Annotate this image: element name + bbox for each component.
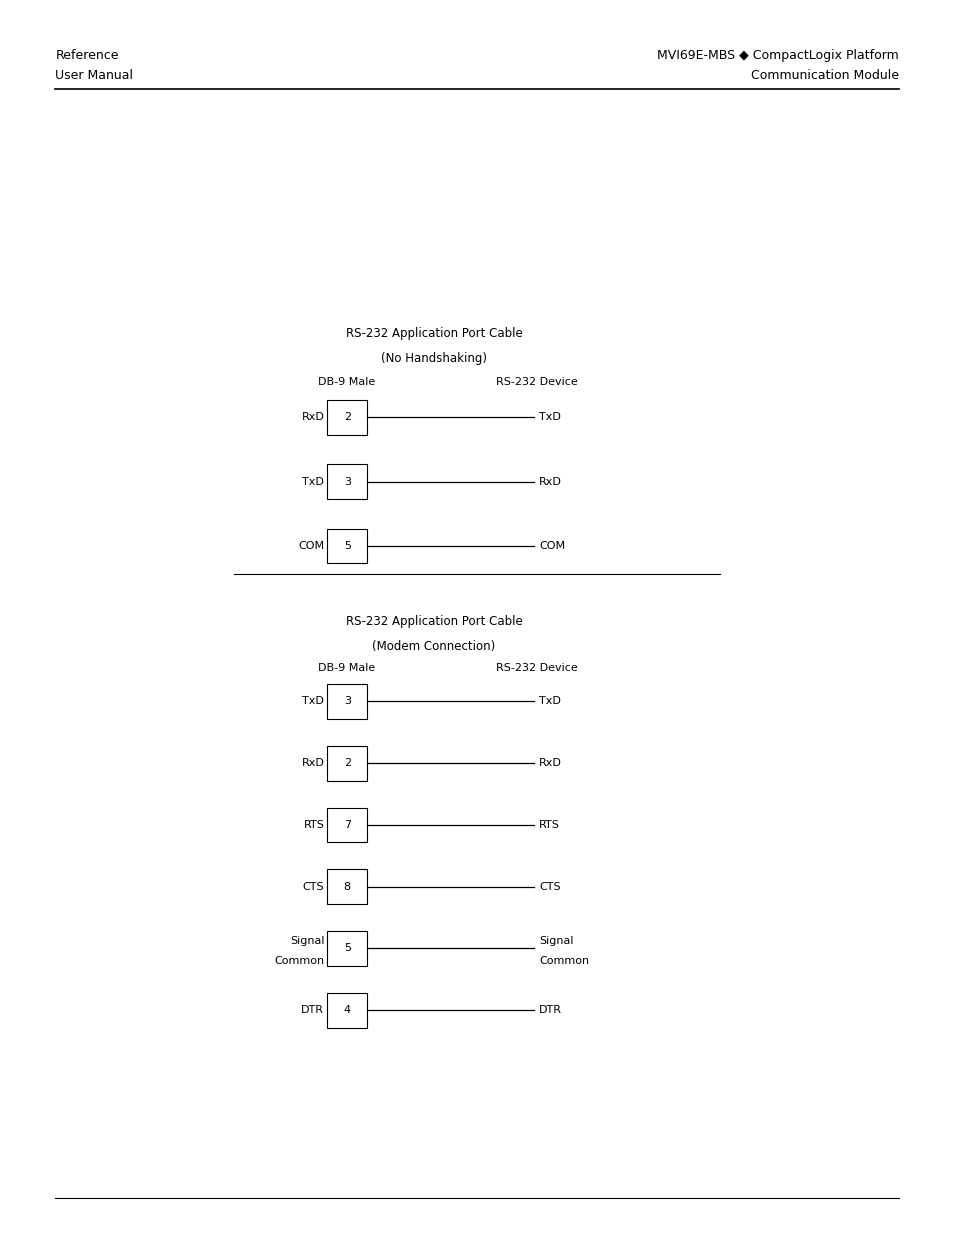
Text: RS-232 Device: RS-232 Device xyxy=(496,377,578,387)
FancyBboxPatch shape xyxy=(327,808,367,842)
Text: RTS: RTS xyxy=(303,820,324,830)
Text: CTS: CTS xyxy=(538,882,560,892)
Text: Reference: Reference xyxy=(55,49,119,63)
FancyBboxPatch shape xyxy=(327,746,367,781)
Text: DB-9 Male: DB-9 Male xyxy=(317,663,375,673)
Text: RxD: RxD xyxy=(301,412,324,422)
FancyBboxPatch shape xyxy=(327,684,367,719)
FancyBboxPatch shape xyxy=(327,464,367,499)
Text: RxD: RxD xyxy=(538,477,561,487)
Text: 4: 4 xyxy=(343,1005,351,1015)
Text: 3: 3 xyxy=(343,477,351,487)
Text: RxD: RxD xyxy=(538,758,561,768)
Text: TxD: TxD xyxy=(538,412,560,422)
Text: 3: 3 xyxy=(343,697,351,706)
Text: TxD: TxD xyxy=(302,477,324,487)
Text: User Manual: User Manual xyxy=(55,69,133,83)
Text: TxD: TxD xyxy=(302,697,324,706)
FancyBboxPatch shape xyxy=(327,529,367,563)
Text: DTR: DTR xyxy=(301,1005,324,1015)
Text: Common: Common xyxy=(538,956,589,966)
Text: RS-232 Application Port Cable: RS-232 Application Port Cable xyxy=(345,327,522,341)
Text: DTR: DTR xyxy=(538,1005,561,1015)
Text: RxD: RxD xyxy=(301,758,324,768)
Text: DB-9 Male: DB-9 Male xyxy=(317,377,375,387)
Text: 2: 2 xyxy=(343,412,351,422)
Text: 2: 2 xyxy=(343,758,351,768)
Text: 5: 5 xyxy=(343,944,351,953)
FancyBboxPatch shape xyxy=(327,400,367,435)
Text: (No Handshaking): (No Handshaking) xyxy=(380,352,487,366)
Text: 5: 5 xyxy=(343,541,351,551)
Text: COM: COM xyxy=(298,541,324,551)
Text: Communication Module: Communication Module xyxy=(750,69,898,83)
Text: COM: COM xyxy=(538,541,564,551)
Text: CTS: CTS xyxy=(302,882,324,892)
Text: Signal: Signal xyxy=(538,936,573,946)
Text: RS-232 Device: RS-232 Device xyxy=(496,663,578,673)
Text: Signal: Signal xyxy=(290,936,324,946)
Text: 8: 8 xyxy=(343,882,351,892)
Text: TxD: TxD xyxy=(538,697,560,706)
Text: RTS: RTS xyxy=(538,820,559,830)
FancyBboxPatch shape xyxy=(327,931,367,966)
FancyBboxPatch shape xyxy=(327,993,367,1028)
Text: MVI69E-MBS ◆ CompactLogix Platform: MVI69E-MBS ◆ CompactLogix Platform xyxy=(657,49,898,63)
Text: (Modem Connection): (Modem Connection) xyxy=(372,640,496,653)
FancyBboxPatch shape xyxy=(327,869,367,904)
Text: Common: Common xyxy=(274,956,324,966)
Text: 7: 7 xyxy=(343,820,351,830)
Text: RS-232 Application Port Cable: RS-232 Application Port Cable xyxy=(345,615,522,629)
